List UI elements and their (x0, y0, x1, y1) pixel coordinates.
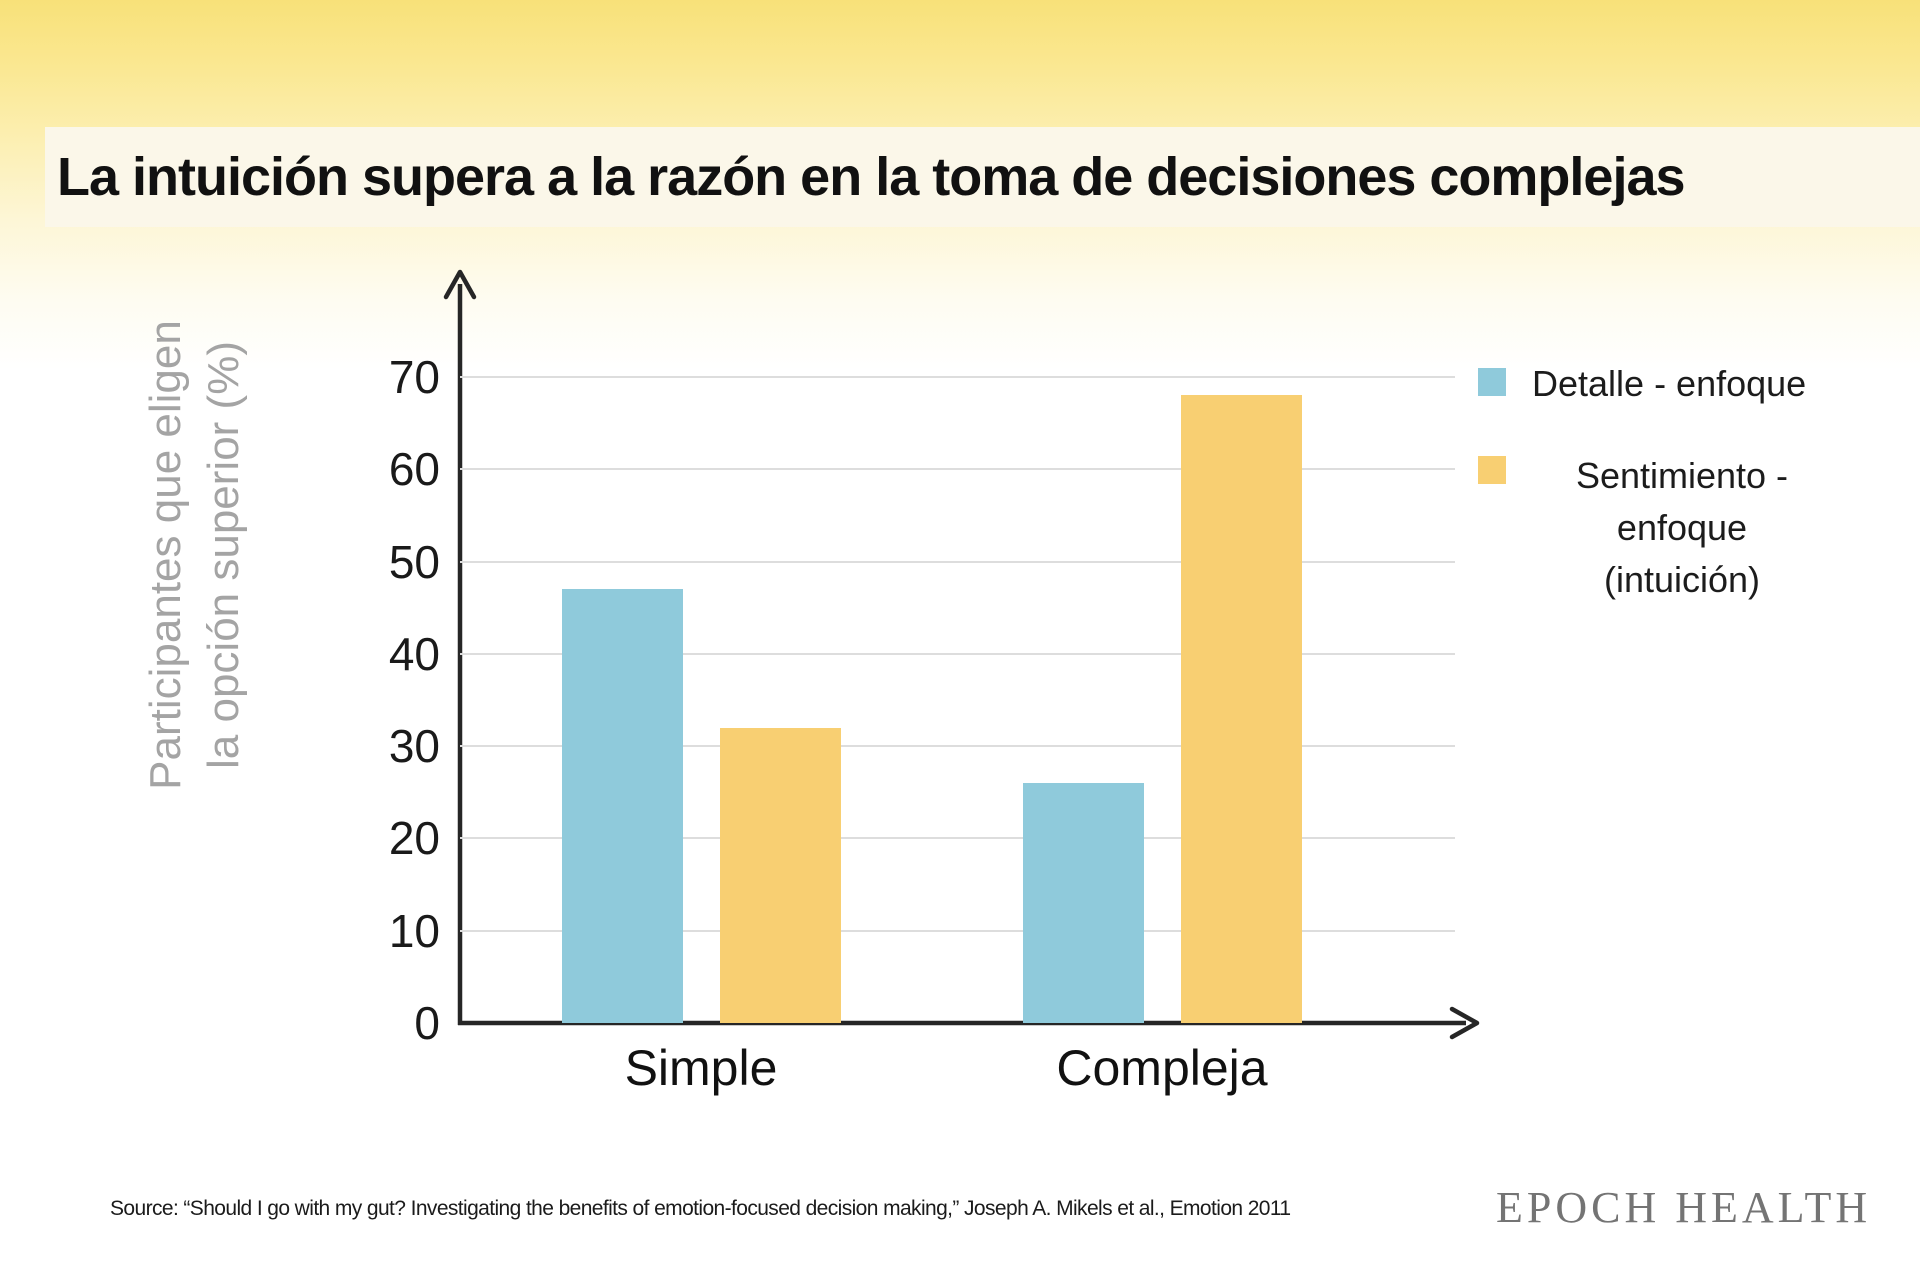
legend-swatch-rect (1478, 368, 1506, 396)
gridline-30 (460, 745, 1455, 748)
gridline-50 (460, 560, 1455, 563)
y-tick-label-20: 20 (388, 812, 440, 865)
title-panel: La intuición supera a la razón en la tom… (45, 127, 1920, 227)
legend-item-sentimiento: Sentimiento - enfoque (intuición) (1478, 450, 1832, 606)
legend-swatch-sentimiento (1478, 456, 1506, 484)
legend-swatch-detalle (1478, 368, 1506, 396)
source-note: Source: “Should I go with my gut? Invest… (110, 1197, 1291, 1220)
x-category-label-compleja: Compleja (1056, 1040, 1268, 1096)
legend-label-detalle: Detalle - enfoque (1532, 363, 1807, 404)
bar-compleja-detalle (1022, 783, 1144, 1023)
y-tick-label-30: 30 (388, 720, 440, 773)
y-tick-label-70: 70 (388, 351, 440, 403)
legend-swatch-rect (1478, 456, 1506, 484)
legend-label-sentimiento: Sentimiento - enfoque (intuición) (1575, 455, 1789, 600)
gridline-40 (460, 652, 1455, 655)
y-axis-arrow-icon (443, 269, 477, 300)
gridline-60 (460, 468, 1455, 471)
bar-simple-sentimiento (719, 727, 841, 1023)
x-category-label-simple: Simple (624, 1040, 778, 1096)
y-axis-title-line1: Participantes que eligen (141, 320, 190, 790)
legend-item-detalle: Detalle - enfoque (1478, 362, 1806, 406)
gridline-70 (460, 376, 1455, 378)
y-tick-label-40: 40 (388, 627, 440, 680)
plot-area: 0 10 20 30 40 50 60 70 Simple Compleja (389, 354, 1455, 1096)
y-tick-label-0: 0 (414, 997, 440, 1049)
y-tick-label-10: 10 (388, 904, 440, 957)
bar-simple-detalle (561, 589, 683, 1023)
brand-logo: EPOCH HEALTH (1496, 1183, 1872, 1232)
y-axis-title-line2: la opción superior (%) (199, 341, 248, 769)
x-axis-arrow-icon (1449, 1006, 1480, 1040)
y-axis-title: Participantes que eligen la opción super… (137, 255, 253, 855)
y-tick-label-50: 50 (388, 535, 440, 588)
y-tick-label-60: 60 (388, 443, 440, 496)
gridline-20 (460, 837, 1455, 840)
gridline-10 (460, 929, 1455, 932)
bar-compleja-sentimiento (1180, 395, 1302, 1023)
page-title: La intuición supera a la razón en la tom… (57, 147, 1686, 207)
